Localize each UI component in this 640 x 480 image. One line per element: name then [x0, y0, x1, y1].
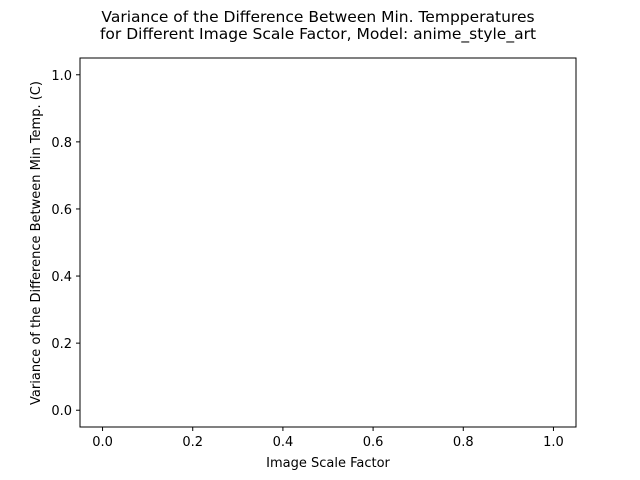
y-tick-label: 0.8 [51, 136, 72, 151]
x-tick-label: 0.8 [453, 435, 474, 450]
x-axis-label: Image Scale Factor [266, 456, 390, 471]
y-tick-label: 0.0 [51, 404, 72, 419]
plot-area [79, 57, 577, 428]
y-axis-label: Variance of the Difference Between Min T… [29, 81, 44, 405]
x-tick-label: 0.4 [273, 435, 294, 450]
x-tick-label: 1.0 [543, 435, 564, 450]
y-tick-label: 0.6 [51, 203, 72, 218]
chart-title-line-1: Variance of the Difference Between Min. … [101, 8, 534, 26]
x-tick-label: 0.0 [92, 435, 113, 450]
y-tick-label: 0.4 [51, 270, 72, 285]
y-axis-ticks: 0.0 0.2 0.4 0.6 0.8 1.0 [51, 69, 80, 419]
x-tick-label: 0.2 [182, 435, 203, 450]
x-tick-label: 0.6 [363, 435, 384, 450]
chart-title-line-2: for Different Image Scale Factor, Model:… [100, 25, 536, 44]
y-tick-label: 1.0 [51, 69, 72, 84]
x-axis-ticks: 0.0 0.2 0.4 0.6 0.8 1.0 [92, 427, 564, 450]
y-tick-label: 0.2 [51, 337, 72, 352]
